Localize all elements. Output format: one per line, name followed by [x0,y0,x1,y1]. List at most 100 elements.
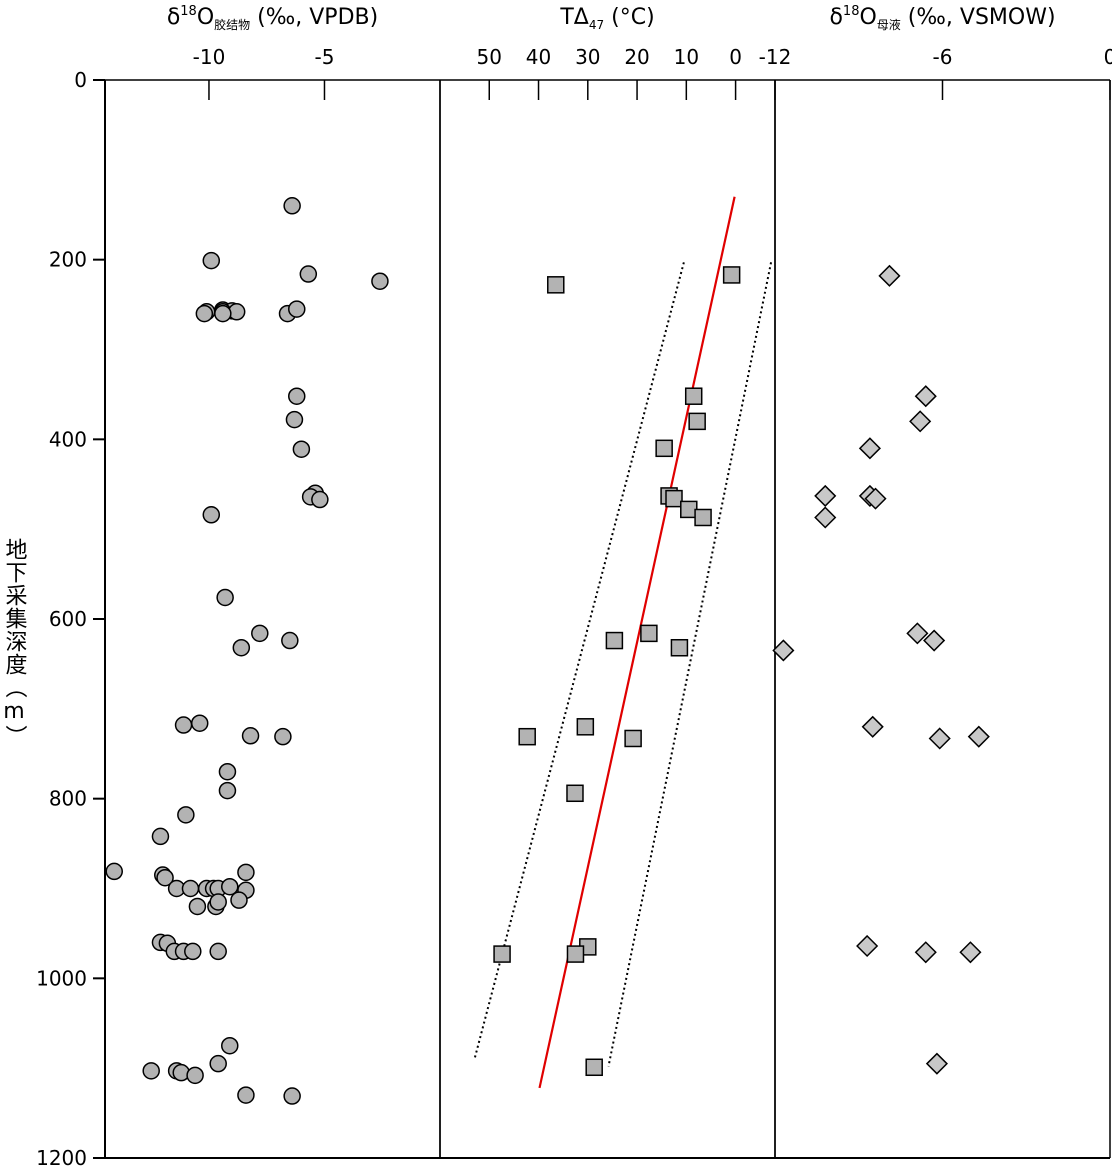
x-tick-label: 20 [624,45,649,69]
title-subscript: 胶结物 [214,17,250,32]
data-point-diamond [814,506,837,529]
data-point-square [566,945,585,963]
data-point-square [624,729,642,748]
x-tick-label: -12 [759,45,792,69]
data-point-diamond [864,487,887,510]
title-subscript: 母液 [877,17,901,32]
data-point-circle [299,265,318,283]
data-point-circle [105,862,123,881]
data-point-circle [209,893,227,911]
x-tick-label: 40 [526,45,551,69]
data-point-circle [237,863,255,882]
data-point-circle [214,304,232,323]
data-point-circle [288,300,306,318]
y-tick-label: 0 [74,68,87,92]
panel-title: TΔ47 (°C) [559,5,654,32]
data-point-circle [281,631,299,650]
regression-line [538,196,736,1089]
title-subscript: 47 [589,18,604,32]
data-point-circle [184,942,202,961]
data-point-circle [142,1062,160,1080]
data-point-square [576,718,595,736]
x-tick-label: -6 [933,45,953,69]
x-tick-label: 0 [1104,45,1112,69]
x-tick-label: -5 [315,45,335,69]
data-point-circle [218,781,237,800]
title-o: O [859,5,876,30]
confidence-line-lower [473,262,685,1060]
data-point-square [605,631,624,650]
data-point-diamond [861,715,884,738]
data-point-square [566,784,584,803]
title-unit: (‰, VPDB) [250,5,378,30]
data-point-circle [283,197,301,215]
title-unit: (‰, VSMOW) [901,5,1056,30]
title-superscript: 18 [843,4,860,19]
data-point-diamond [909,410,932,433]
data-point-square [518,727,536,746]
data-point-diamond [906,622,929,645]
data-point-circle [186,1066,204,1085]
data-point-circle [151,827,170,846]
title-main: δ [167,5,180,30]
data-point-diamond [858,437,881,460]
data-point-diamond [878,264,901,287]
y-tick-label: 800 [49,787,87,811]
data-point-diamond [925,1052,948,1075]
data-point-circle [218,762,237,781]
data-point-circle [237,1086,255,1104]
panel-title: δ18O胶结物 (‰, VPDB) [167,4,378,32]
data-point-circle [209,1054,227,1073]
confidence-line-upper [607,262,773,1067]
data-point-circle [181,879,200,898]
data-point-square [585,1058,603,1077]
data-point-square [684,387,703,405]
title-main: TΔ [559,5,589,30]
data-point-circle [188,897,207,916]
data-point-circle [251,624,269,643]
data-point-circle [174,716,193,734]
data-point-diamond [959,941,982,964]
title-unit: (°C) [604,5,655,30]
y-tick-label: 200 [49,248,87,272]
y-tick-label: 600 [49,607,87,631]
data-point-circle [209,942,227,961]
data-point-circle [232,638,251,657]
data-point-circle [216,588,234,607]
data-point-circle [202,251,221,270]
data-point-circle [371,272,389,290]
data-point-circle [221,877,239,896]
title-superscript: 18 [180,4,197,19]
data-point-circle [195,304,214,323]
data-point-circle [177,806,195,824]
data-point-diamond [928,727,951,750]
data-point-circle [202,506,221,524]
data-point-square [640,624,658,643]
y-tick-label: 1200 [36,1146,87,1170]
data-point-diamond [914,941,937,964]
data-point-circle [241,727,260,745]
data-point-diamond [814,484,837,507]
data-point-square [665,489,683,508]
data-point-diamond [772,639,795,662]
data-point-square [655,439,673,458]
data-point-circle [283,1087,301,1105]
y-tick-label: 400 [49,427,87,451]
x-tick-label: 50 [477,45,502,69]
data-point-circle [230,891,248,909]
x-tick-label: 10 [674,45,699,69]
data-point-circle [221,1036,239,1055]
x-tick-label: 0 [729,45,742,69]
data-point-square [722,266,741,284]
data-point-square [694,508,712,527]
data-point-circle [190,714,209,732]
data-point-diamond [967,725,990,748]
title-main: δ [829,5,842,30]
panel-left: -10 -5 δ18O胶结物 (‰, VPDB) [105,4,441,1158]
panel-right: -12 -6 0 δ18O母液 (‰, VSMOW) [759,4,1112,1158]
data-point-square [493,945,511,963]
y-axis-label: 地下采集深度（m） [2,538,28,748]
x-tick-label: 30 [575,45,600,69]
data-point-circle [311,490,329,509]
